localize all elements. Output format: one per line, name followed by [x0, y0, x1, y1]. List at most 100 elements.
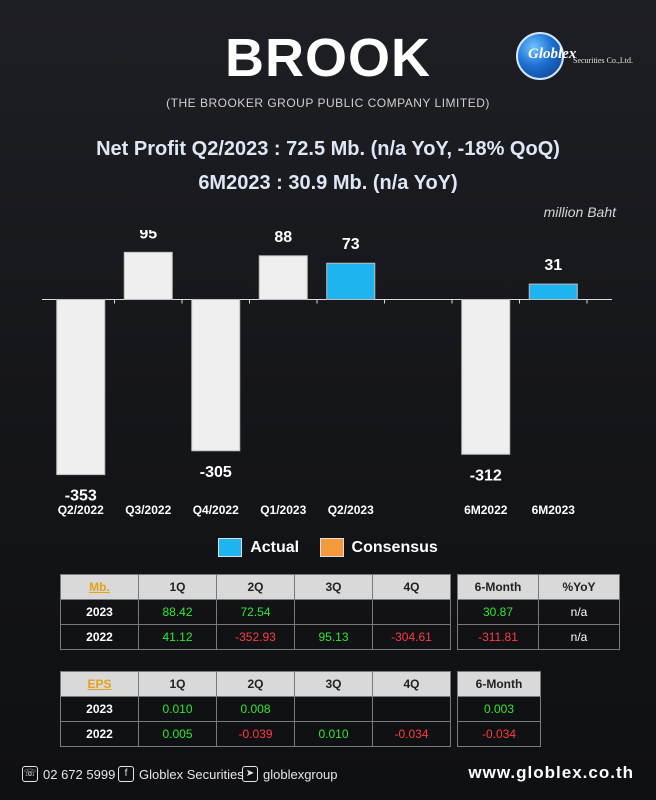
table-cell: -304.61 — [372, 624, 451, 650]
table-row: 2022 41.12 -352.93 95.13 -304.61 — [60, 624, 451, 650]
table-header-cell: 1Q — [138, 671, 217, 697]
data-label-Q2/2022: -353 — [65, 488, 97, 505]
table-cell: 0.003 — [457, 696, 541, 722]
logo-subtext: Securities Co.,Ltd. — [573, 56, 633, 65]
bar-Q1/2023 — [258, 255, 308, 300]
globe-logo-icon — [516, 32, 564, 80]
table-cell: 41.12 — [138, 624, 217, 650]
facebook-name: Globlex Securities — [139, 766, 244, 782]
x-tick-label: 6M2022 — [464, 503, 508, 517]
bar-Q4/2022 — [191, 298, 241, 452]
facebook-icon: f — [118, 766, 134, 782]
data-label-Q3/2022: 95 — [139, 230, 157, 242]
legend-swatch-consensus — [319, 538, 344, 557]
eps-6month-table: 6-Month 0.003 -0.034 — [457, 671, 541, 747]
table-cell: -352.93 — [216, 624, 295, 650]
table-cell: -0.039 — [216, 721, 295, 747]
logo-text: Globlex — [528, 46, 577, 62]
row-label: 2022 — [60, 721, 139, 747]
x-tick-label: Q2/2022 — [58, 503, 104, 517]
table-row: 30.87 n/a — [457, 599, 620, 625]
table-cell: -311.81 — [457, 624, 539, 650]
phone-icon: ☏ — [22, 766, 38, 782]
table-header-cell: 6-Month — [457, 574, 539, 600]
table-row: 2022 0.005 -0.039 0.010 -0.034 — [60, 721, 451, 747]
table-cell: 72.54 — [216, 599, 295, 625]
units-label: million Baht — [543, 204, 616, 220]
table-header-row: 6-Month %YoY — [457, 574, 620, 600]
table-cell: 95.13 — [294, 624, 373, 650]
table-header-cell: 2Q — [216, 671, 295, 697]
footer-phone: ☏ 02 672 5999 — [22, 766, 115, 782]
table-cell: 30.87 — [457, 599, 539, 625]
table-header-cell: 3Q — [294, 574, 373, 600]
table-cell — [294, 599, 373, 625]
table-cell: 0.010 — [294, 721, 373, 747]
table-cell — [372, 599, 451, 625]
headline-6m: 6M2023 : 30.9 Mb. (n/a YoY) — [198, 172, 458, 194]
footer-telegram[interactable]: ➤ globlexgroup — [242, 766, 337, 782]
legend-label-consensus: Consensus — [351, 538, 438, 556]
table-header-row: EPS 1Q 2Q 3Q 4Q — [60, 671, 451, 697]
table-row: -311.81 n/a — [457, 624, 620, 650]
telegram-name: globlexgroup — [263, 766, 338, 782]
phone-number: 02 672 5999 — [43, 766, 116, 782]
eps-quarterly-table: EPS 1Q 2Q 3Q 4Q 2023 0.010 0.008 2022 0.005 -0.039… — [60, 671, 451, 747]
bar-6M2022 — [461, 298, 511, 455]
x-tick-label: Q3/2022 — [125, 503, 171, 517]
legend-item-actual: Actual — [218, 538, 299, 557]
table-header-cell: 3Q — [294, 671, 373, 697]
data-label-6M2023: 31 — [544, 257, 562, 274]
net-profit-6month-table: 6-Month %YoY 30.87 n/a -311.81 n/a — [457, 574, 620, 650]
net-profit-quarterly-table: Mb. 1Q 2Q 3Q 4Q 2023 88.42 72.54 2022 41.12 -352.9… — [60, 574, 451, 650]
table-header-row: Mb. 1Q 2Q 3Q 4Q — [60, 574, 451, 600]
bar-6M2023 — [528, 283, 578, 300]
legend-swatch-actual — [218, 538, 243, 557]
legend-item-consensus: Consensus — [319, 538, 438, 557]
chart-legend: Actual Consensus — [0, 538, 656, 562]
table-header-cell: 6-Month — [457, 671, 541, 697]
table-cell: 88.42 — [138, 599, 217, 625]
table-row: 2023 88.42 72.54 — [60, 599, 451, 625]
table-header-cell: 2Q — [216, 574, 295, 600]
data-label-Q2/2023: 73 — [342, 236, 360, 253]
company-name: (THE BROOKER GROUP PUBLIC COMPANY LIMITE… — [166, 96, 490, 110]
data-label-6M2022: -312 — [470, 467, 502, 484]
data-label-Q4/2022: -305 — [200, 464, 232, 481]
row-label: 2022 — [60, 624, 139, 650]
table-header-cell: 1Q — [138, 574, 217, 600]
telegram-icon: ➤ — [242, 766, 258, 782]
x-tick-label: 6M2023 — [532, 503, 576, 517]
bar-Q3/2022 — [123, 251, 173, 300]
table-cell: -0.034 — [372, 721, 451, 747]
headline-net-profit: Net Profit Q2/2023 : 72.5 Mb. (n/a YoY, … — [96, 138, 560, 160]
footer-facebook[interactable]: f Globlex Securities — [118, 766, 244, 782]
table-cell: n/a — [538, 599, 620, 625]
table-header-cell: Mb. — [60, 574, 139, 600]
x-tick-label: Q4/2022 — [193, 503, 239, 517]
table-cell: 0.010 — [138, 696, 217, 722]
ticker-title: BROOK — [225, 28, 431, 88]
table-header-row: 6-Month — [457, 671, 541, 697]
bar-Q2/2022 — [56, 298, 106, 476]
x-tick-label: Q2/2023 — [328, 503, 374, 517]
table-header-cell: %YoY — [538, 574, 620, 600]
bar-Q2/2023 — [326, 262, 376, 300]
row-label: 2023 — [60, 599, 139, 625]
table-header-cell: 4Q — [372, 574, 451, 600]
x-tick-label: Q1/2023 — [260, 503, 306, 517]
table-cell: 0.005 — [138, 721, 217, 747]
table-header-cell: EPS — [60, 671, 139, 697]
row-label: 2023 — [60, 696, 139, 722]
footer: ☏ 02 672 5999 f Globlex Securities ➤ glo… — [0, 760, 656, 788]
table-row: -0.034 — [457, 721, 541, 747]
legend-label-actual: Actual — [250, 538, 300, 556]
website-link[interactable]: www.globlex.co.th — [468, 763, 634, 782]
table-cell — [372, 696, 451, 722]
table-row: 0.003 — [457, 696, 541, 722]
table-cell: 0.008 — [216, 696, 295, 722]
table-header-cell: 4Q — [372, 671, 451, 697]
table-cell: n/a — [538, 624, 620, 650]
table-cell — [294, 696, 373, 722]
